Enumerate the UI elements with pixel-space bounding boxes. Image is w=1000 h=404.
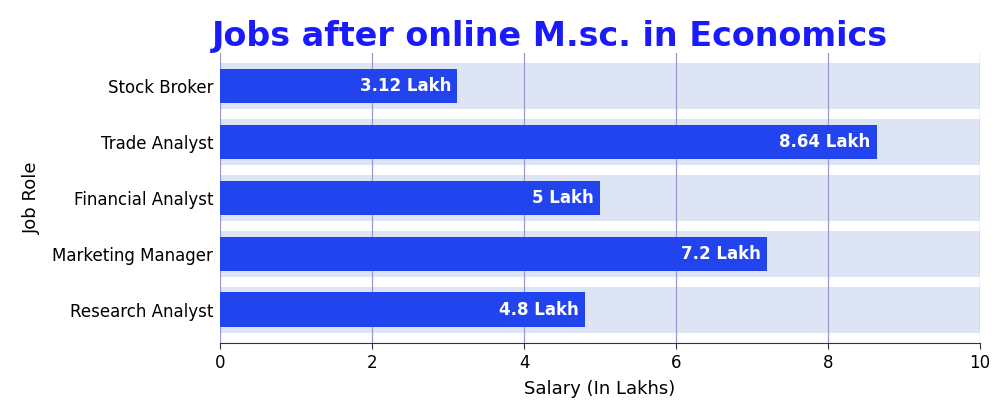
Bar xyxy=(220,292,585,327)
Text: Jobs after online M.sc. in Economics: Jobs after online M.sc. in Economics xyxy=(212,20,888,53)
Bar xyxy=(220,125,877,159)
Text: 7.2 Lakh: 7.2 Lakh xyxy=(681,245,761,263)
Text: 3.12 Lakh: 3.12 Lakh xyxy=(360,77,451,95)
Text: 8.64 Lakh: 8.64 Lakh xyxy=(779,133,871,151)
Bar xyxy=(220,231,980,277)
Text: 5 Lakh: 5 Lakh xyxy=(532,189,594,207)
Text: 4.8 Lakh: 4.8 Lakh xyxy=(499,301,579,319)
X-axis label: Salary (In Lakhs): Salary (In Lakhs) xyxy=(524,380,676,398)
Bar xyxy=(220,63,980,109)
Y-axis label: Job Role: Job Role xyxy=(23,162,41,234)
Bar xyxy=(220,69,457,103)
Bar xyxy=(220,119,980,165)
Bar xyxy=(220,287,980,333)
Bar xyxy=(220,181,600,215)
Bar xyxy=(220,237,767,271)
Bar xyxy=(220,175,980,221)
